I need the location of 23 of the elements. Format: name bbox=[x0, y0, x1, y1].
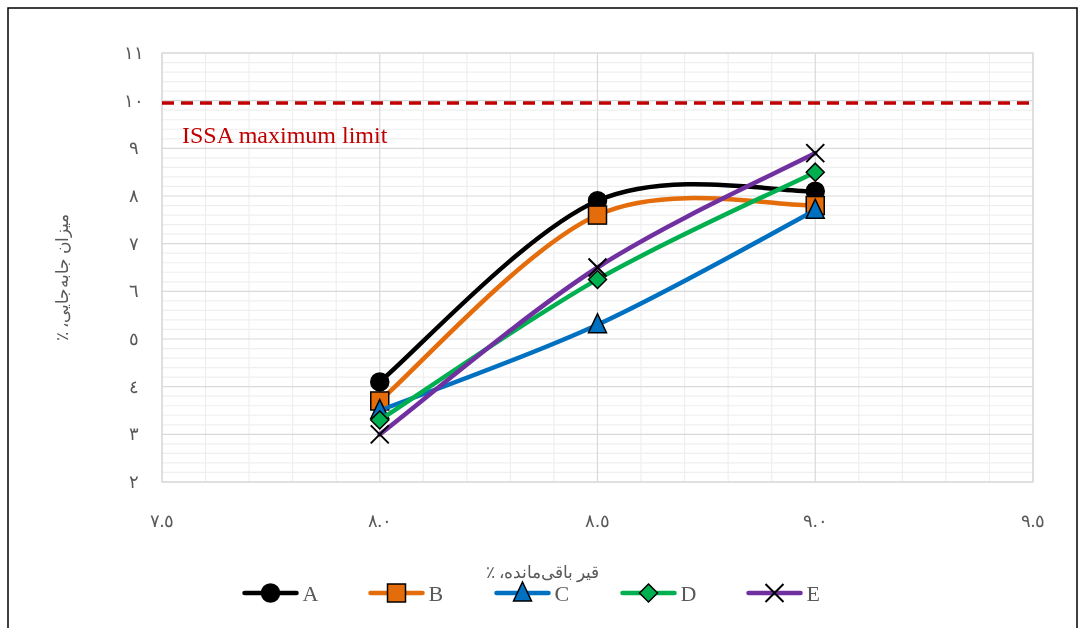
legend-label: B bbox=[428, 581, 444, 606]
y-tick-label: ٢ bbox=[129, 472, 139, 492]
y-tick-label: ٣ bbox=[129, 424, 139, 445]
y-tick-label: ٧ bbox=[129, 233, 139, 254]
y-tick-label: ١١ bbox=[124, 43, 144, 63]
y-tick-label: ٥ bbox=[129, 329, 139, 349]
x-tick-label: ٩.٠ bbox=[803, 511, 828, 531]
y-tick-label: ٦ bbox=[129, 281, 139, 302]
legend-label: C bbox=[554, 581, 570, 606]
x-tick-label: ٨.٠ bbox=[367, 511, 392, 531]
x-tick-label: ٧.٥ bbox=[149, 511, 175, 531]
ref-line-label: ISSA maximum limit bbox=[182, 122, 388, 149]
y-axis-title: میزان جابه‌جایی، ٪ bbox=[53, 213, 73, 342]
x-axis-title: قیر باقی‌مانده، ٪ bbox=[485, 563, 600, 583]
legend-label: D bbox=[680, 581, 697, 606]
y-tick-label: ٩ bbox=[129, 138, 139, 159]
x-tick-label: ٨.٥ bbox=[585, 511, 610, 531]
legend-label: E bbox=[806, 581, 820, 606]
y-tick-label: ٤ bbox=[129, 376, 139, 397]
legend-label: A bbox=[302, 581, 319, 606]
y-tick-label: ١٠ bbox=[124, 90, 144, 111]
y-tick-label: ٨ bbox=[129, 186, 139, 206]
x-tick-label: ٩.٥ bbox=[1020, 511, 1046, 531]
